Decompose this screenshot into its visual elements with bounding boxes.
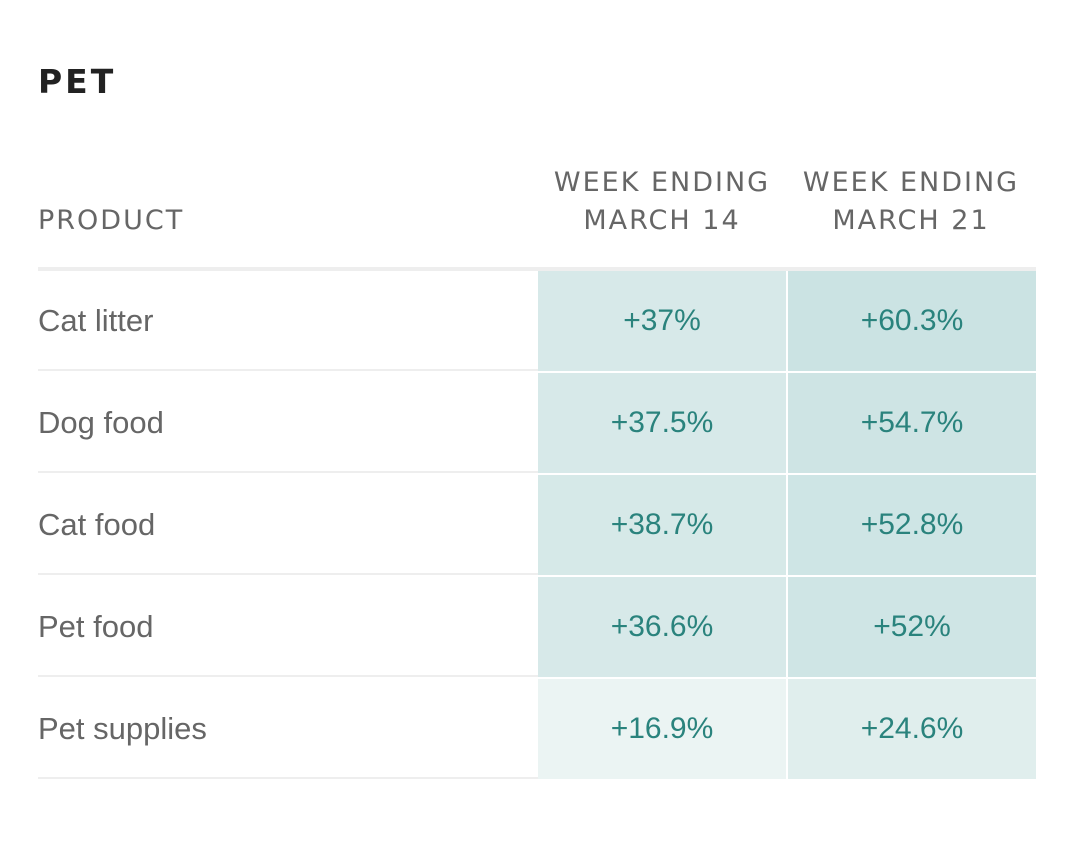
value-cell-march-21: +52% bbox=[788, 577, 1036, 677]
header-week-march-21-line2: MARCH 21 bbox=[832, 205, 990, 236]
header-week-march-21-line1: WEEK ENDING bbox=[802, 167, 1020, 198]
product-label: Pet supplies bbox=[38, 679, 538, 779]
value-cell-march-21: +60.3% bbox=[788, 271, 1036, 371]
table-row: Pet supplies +16.9% +24.6% bbox=[38, 679, 1036, 779]
table-row: Cat food +38.7% +52.8% bbox=[38, 475, 1036, 575]
product-label: Dog food bbox=[38, 373, 538, 473]
header-week-march-14-line2: MARCH 14 bbox=[583, 205, 741, 236]
product-label: Cat food bbox=[38, 475, 538, 575]
value-cell-march-14: +37% bbox=[538, 271, 786, 371]
header-week-march-21: WEEK ENDING MARCH 21 bbox=[787, 164, 1035, 240]
table-title: PET bbox=[38, 62, 117, 101]
product-label: Cat litter bbox=[38, 271, 538, 371]
header-divider bbox=[38, 267, 1036, 271]
value-cell-march-21: +54.7% bbox=[788, 373, 1036, 473]
table-row: Dog food +37.5% +54.7% bbox=[38, 373, 1036, 473]
header-week-march-14: WEEK ENDING MARCH 14 bbox=[538, 164, 786, 240]
value-cell-march-21: +52.8% bbox=[788, 475, 1036, 575]
header-week-march-14-line1: WEEK ENDING bbox=[553, 167, 771, 198]
value-cell-march-14: +37.5% bbox=[538, 373, 786, 473]
value-cell-march-14: +38.7% bbox=[538, 475, 786, 575]
value-cell-march-14: +16.9% bbox=[538, 679, 786, 779]
value-cell-march-21: +24.6% bbox=[788, 679, 1036, 779]
table-row: Cat litter +37% +60.3% bbox=[38, 271, 1036, 371]
value-cell-march-14: +36.6% bbox=[538, 577, 786, 677]
header-product: PRODUCT bbox=[38, 205, 185, 236]
product-label: Pet food bbox=[38, 577, 538, 677]
table-row: Pet food +36.6% +52% bbox=[38, 577, 1036, 677]
